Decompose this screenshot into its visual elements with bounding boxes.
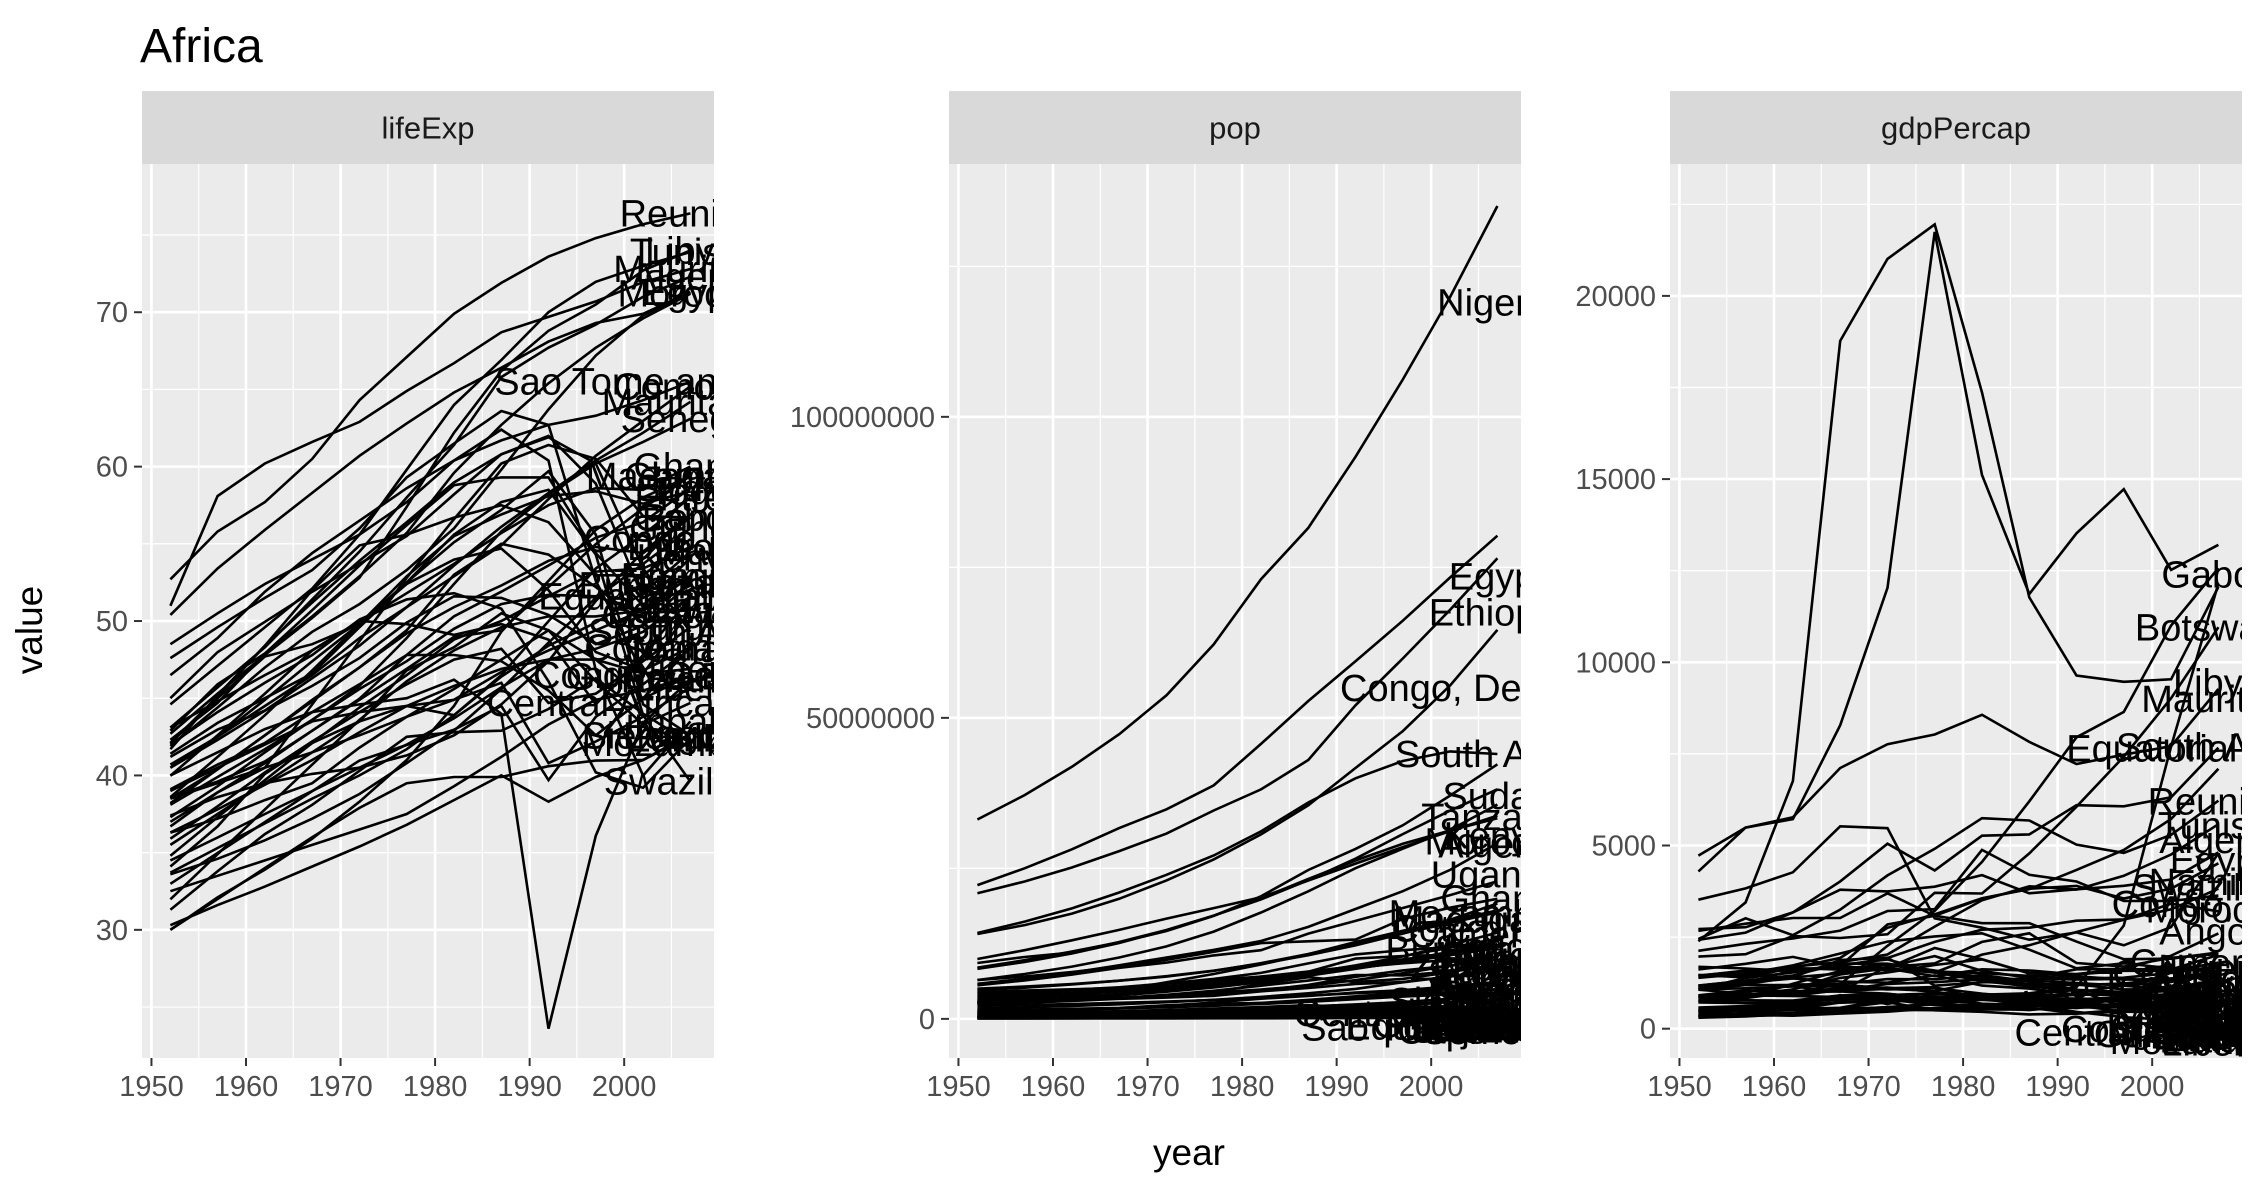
- y-tick-label: 50000000: [806, 703, 935, 735]
- x-tick-label: 1990: [2025, 1071, 2090, 1103]
- line-label-gabon: Gabon: [2161, 554, 2259, 596]
- line-label-reunion: Reunion: [620, 193, 762, 235]
- chart-title: Africa: [140, 20, 263, 73]
- x-tick-label: 1980: [1931, 1071, 1996, 1103]
- facet-panels: lifeExpReunionTunisiaLibyaMauritiusAlger…: [96, 91, 2259, 1103]
- x-tick-label: 1960: [214, 1071, 279, 1103]
- x-tick-label: 1960: [1742, 1071, 1807, 1103]
- line-label-sao-tome-and-principe: Sao Tome and Principe: [1301, 1007, 1693, 1049]
- line-label-mozambique: Mozambique: [582, 723, 800, 765]
- x-tick-label: 1970: [1836, 1071, 1901, 1103]
- y-tick-label: 100000000: [790, 402, 935, 434]
- x-axis-title: year: [1153, 1132, 1225, 1173]
- line-label-swaziland: Swaziland: [604, 762, 777, 804]
- x-tick-label: 1980: [403, 1071, 468, 1103]
- x-tick-label: 1970: [1115, 1071, 1180, 1103]
- strip-label-gdppercap: gdpPercap: [1881, 111, 2031, 146]
- x-tick-label: 1950: [119, 1071, 184, 1103]
- x-tick-label: 1990: [1304, 1071, 1369, 1103]
- y-tick-label: 70: [96, 297, 128, 329]
- line-label-nigeria: Nigeria: [1437, 282, 1558, 324]
- line-label-senegal: Senegal: [621, 399, 760, 441]
- x-tick-label: 2000: [592, 1071, 657, 1103]
- y-tick-label: 50: [96, 606, 128, 638]
- line-label-mauritius: Mauritius: [2141, 679, 2259, 721]
- line-label-morocco: Morocco: [618, 274, 764, 316]
- y-tick-label: 10000: [1575, 647, 1656, 679]
- x-tick-label: 2000: [2120, 1071, 2185, 1103]
- line-label-south-africa: South Africa: [1395, 734, 1601, 776]
- y-tick-label: 0: [919, 1004, 935, 1036]
- facet-gdppercap: gdpPercapGabonBotswanaLibyaMauritiusSout…: [1575, 91, 2259, 1103]
- x-tick-label: 1970: [308, 1071, 373, 1103]
- x-tick-label: 1980: [1210, 1071, 1275, 1103]
- y-tick-label: 20000: [1575, 281, 1656, 313]
- facet-lifeexp: lifeExpReunionTunisiaLibyaMauritiusAlger…: [96, 91, 894, 1103]
- line-label-ethiopia: Ethiopia: [1429, 593, 1567, 635]
- x-tick-label: 1990: [497, 1071, 562, 1103]
- y-tick-label: 30: [96, 915, 128, 947]
- line-label-equatorial-guinea: Equatorial Guinea: [2066, 728, 2259, 770]
- line-label-botswana: Botswana: [2135, 607, 2259, 649]
- strip-label-pop: pop: [1209, 111, 1261, 146]
- x-tick-label: 2000: [1399, 1071, 1464, 1103]
- y-tick-label: 15000: [1575, 464, 1656, 496]
- facet-pop: popNigeriaEgyptEthiopiaCongo, Dem. Rep.S…: [790, 91, 1701, 1103]
- line-label-congo-dem-rep: Congo, Dem. Rep.: [2061, 1009, 2259, 1051]
- y-tick-label: 5000: [1591, 830, 1656, 862]
- y-tick-label: 0: [1640, 1014, 1656, 1046]
- x-tick-label: 1950: [1647, 1071, 1712, 1103]
- y-tick-label: 40: [96, 760, 128, 792]
- y-tick-label: 60: [96, 452, 128, 484]
- x-tick-label: 1950: [926, 1071, 991, 1103]
- strip-label-lifeexp: lifeExp: [381, 111, 474, 146]
- x-tick-label: 1960: [1021, 1071, 1086, 1103]
- y-axis-title: value: [9, 586, 50, 674]
